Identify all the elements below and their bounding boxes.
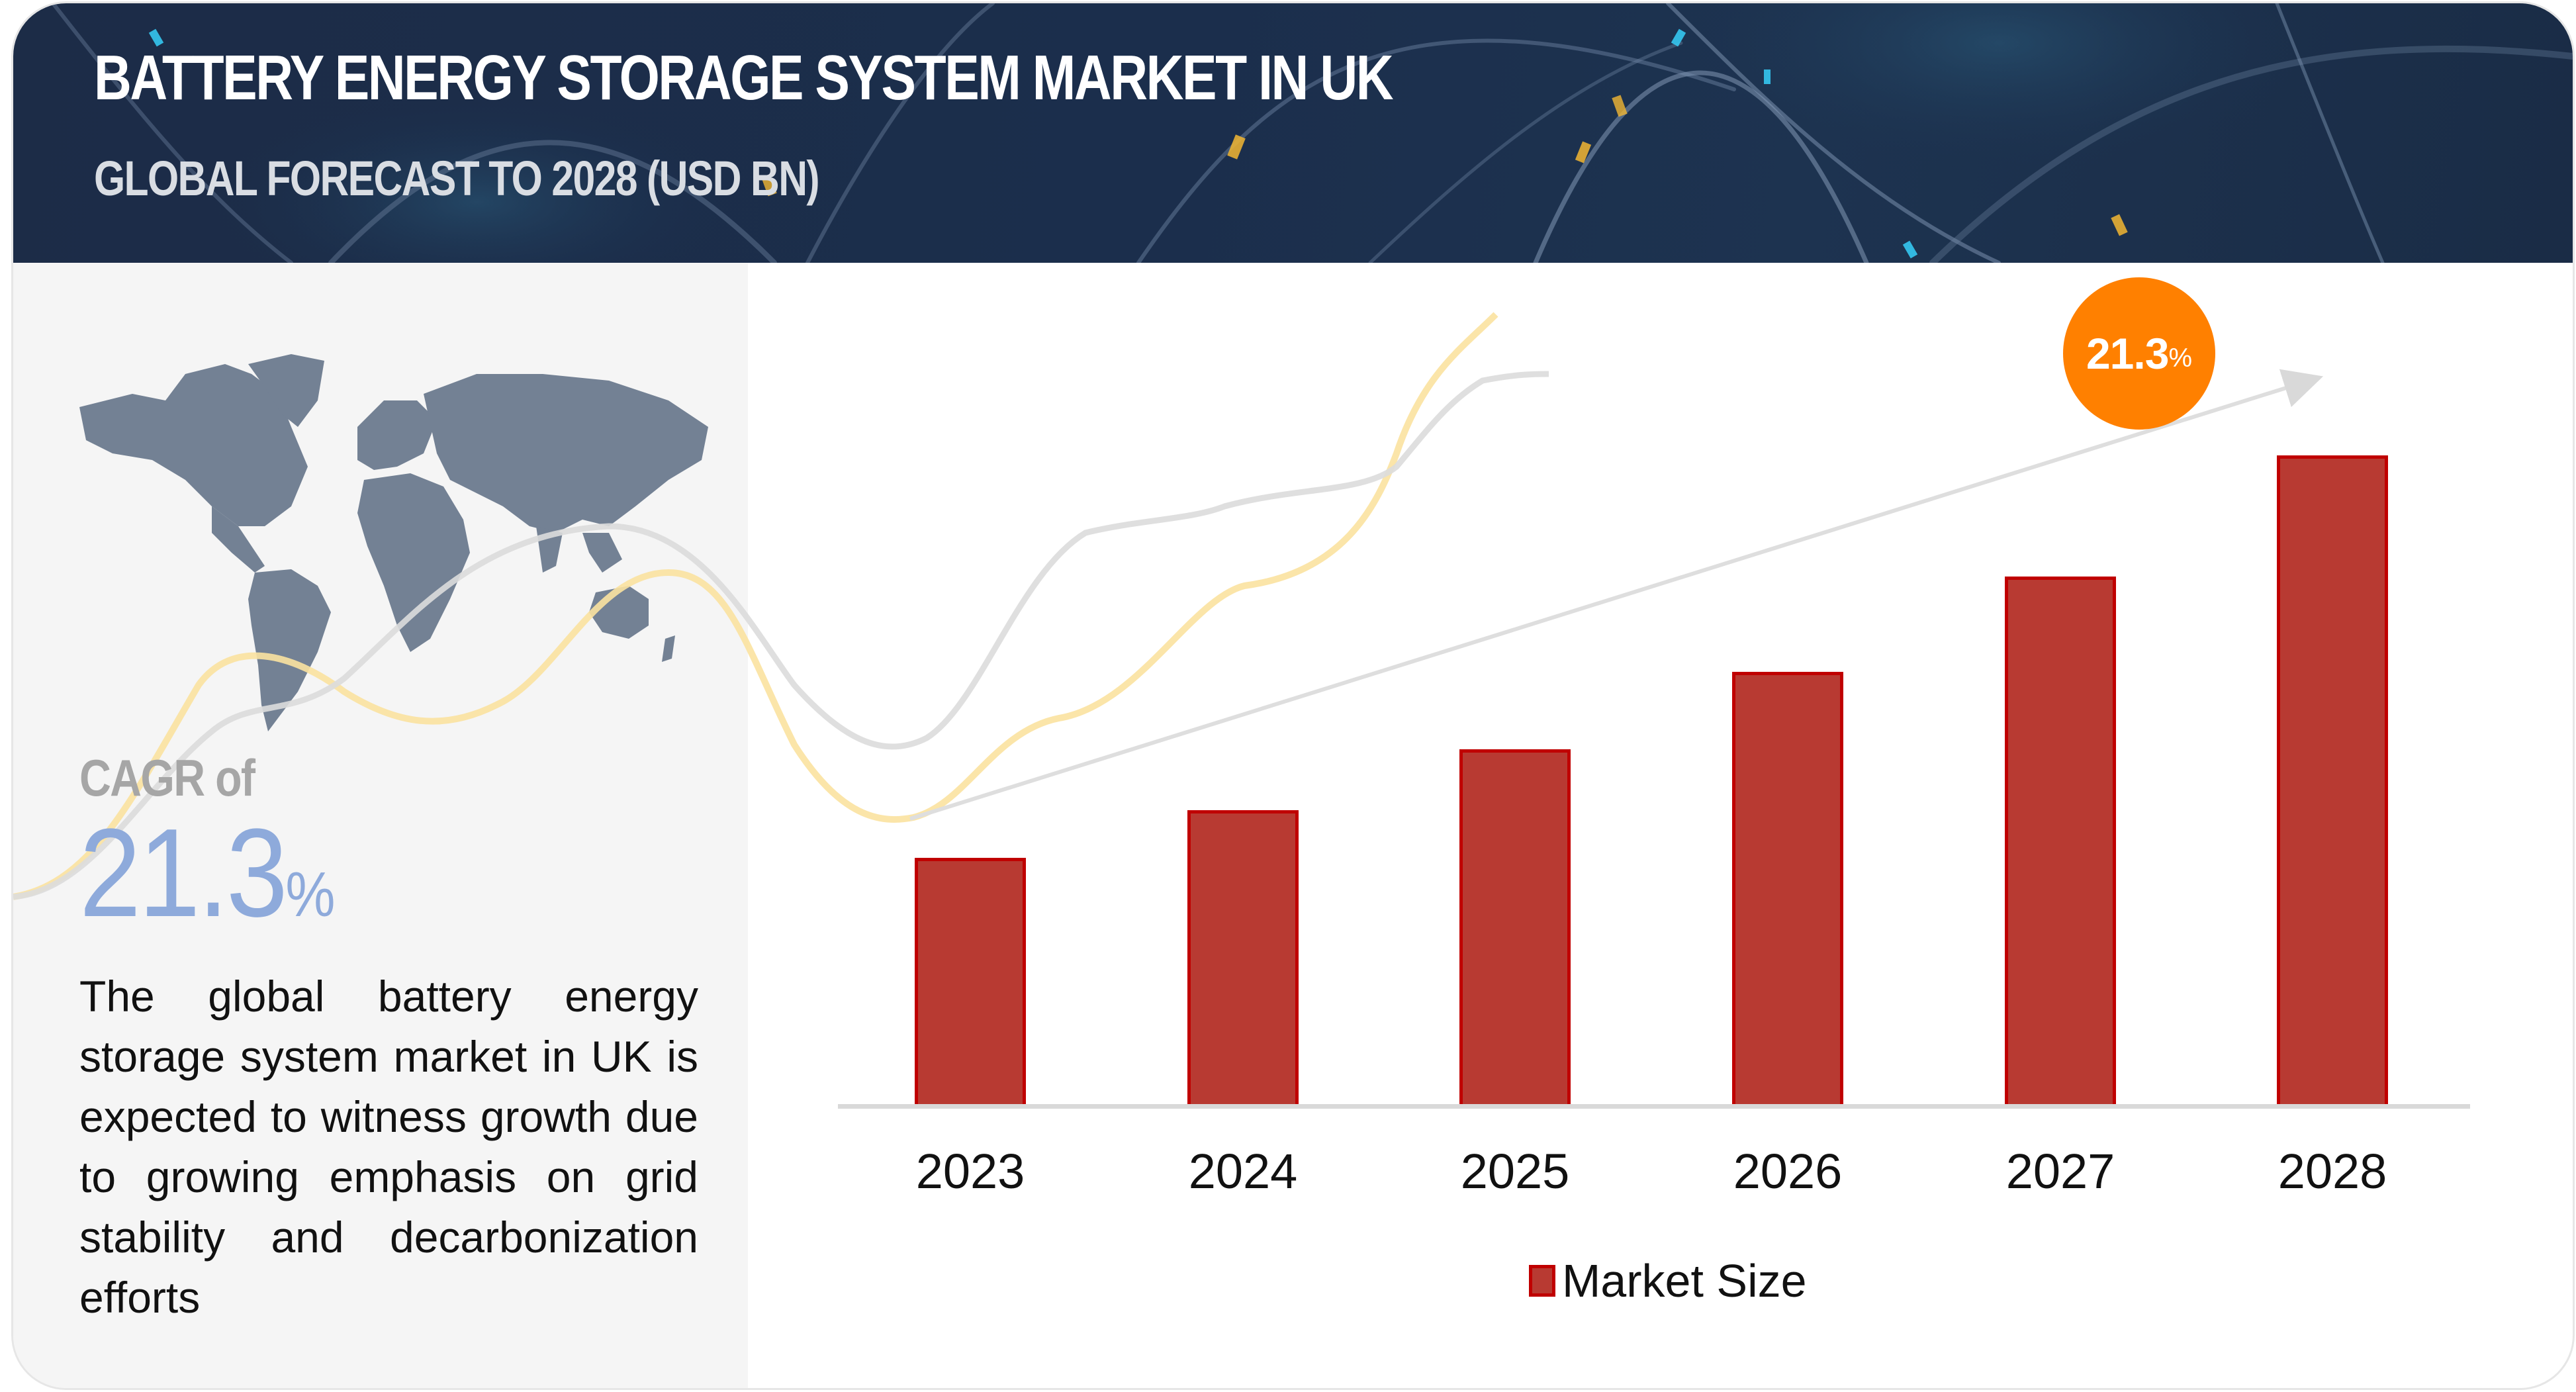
cagr-bubble-percent: %: [2168, 343, 2193, 373]
x-tick-label: 2025: [1460, 1144, 1570, 1199]
infographic-card: BATTERY ENERGY STORAGE SYSTEM MARKET IN …: [13, 3, 2573, 1388]
cagr-bubble: 21.3%: [2063, 277, 2215, 430]
x-tick-label: 2026: [1733, 1144, 1843, 1199]
cagr-bubble-number: 21.3: [2086, 329, 2169, 378]
x-tick-label: 2027: [2005, 1144, 2115, 1199]
legend-swatch-icon: [1529, 1265, 1555, 1297]
market-description: The global battery energy storage system…: [79, 972, 698, 1322]
bar-2028[interactable]: [2277, 455, 2388, 1104]
bar-2026[interactable]: [1732, 672, 1843, 1104]
bar-2025[interactable]: [1459, 749, 1571, 1104]
x-tick-label: 2024: [1188, 1144, 1298, 1199]
chart-legend: Market Size: [1529, 1254, 1807, 1307]
legend-label: Market Size: [1562, 1255, 1807, 1307]
x-tick-label: 2028: [2277, 1144, 2387, 1199]
header-background-decoration: [51, 3, 2573, 263]
page-subtitle: GLOBAL FORECAST TO 2028 (USD BN): [94, 151, 820, 206]
cagr-label: CAGR of: [79, 749, 255, 807]
cagr-value: 21.3%: [79, 801, 335, 945]
x-tick-label: 2023: [915, 1144, 1025, 1199]
cagr-percent-sign: %: [285, 859, 336, 930]
bar-2027[interactable]: [2005, 577, 2116, 1104]
bar-2024[interactable]: [1187, 810, 1299, 1104]
bar-2023[interactable]: [915, 858, 1026, 1104]
bar-chart: 21.3% 2023 2024 2025 2026 2027 2028 Mark…: [13, 3, 2573, 1388]
page-title: BATTERY ENERGY STORAGE SYSTEM MARKET IN …: [94, 42, 1394, 113]
cagr-number: 21.3: [79, 803, 288, 943]
x-axis-line: [838, 1104, 2470, 1109]
header-banner: BATTERY ENERGY STORAGE SYSTEM MARKET IN …: [13, 3, 2573, 263]
